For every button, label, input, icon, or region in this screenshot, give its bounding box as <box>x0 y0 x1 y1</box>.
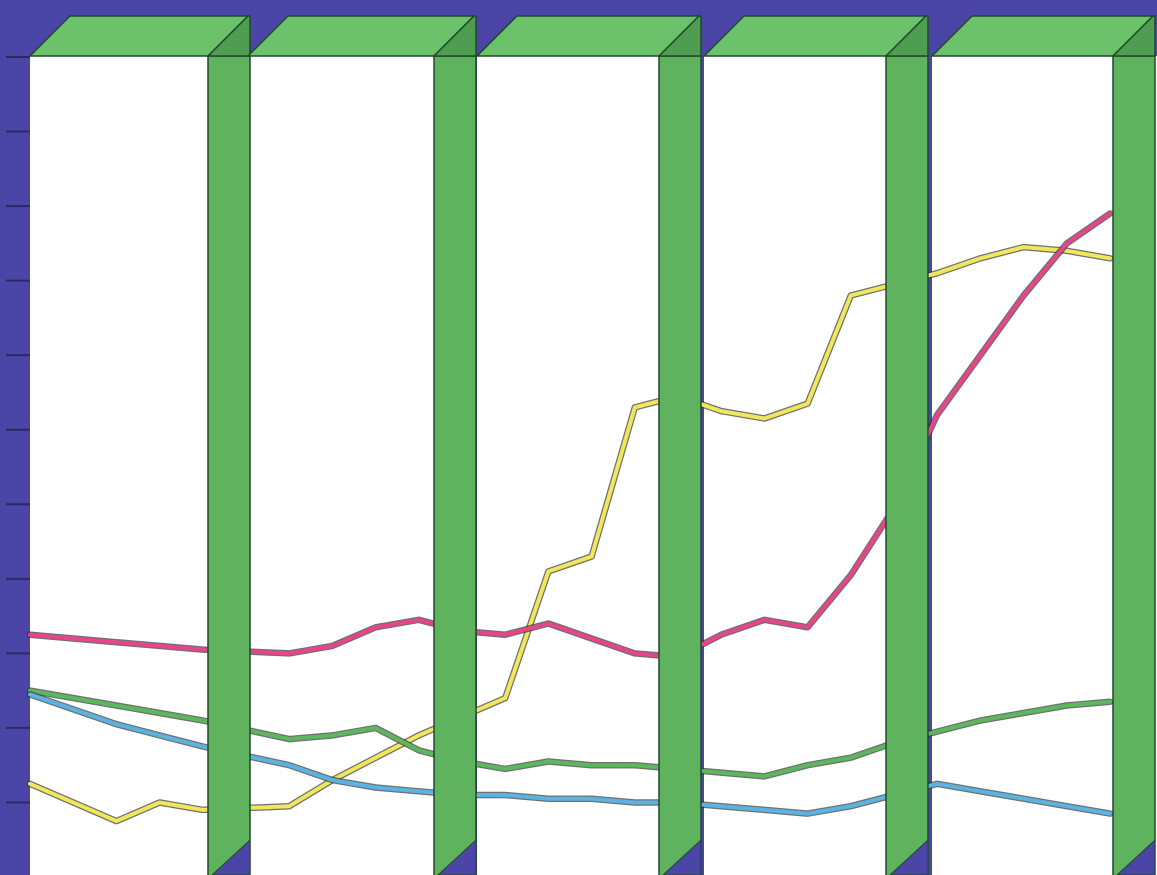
panels-layer <box>30 56 1157 875</box>
pillar-1-face <box>433 55 477 875</box>
series-3 <box>26 691 1114 817</box>
pillar-1-shadow <box>437 838 477 875</box>
series-0 <box>26 243 1114 825</box>
pillar-0 <box>28 15 251 875</box>
pillar-3-shadow <box>889 838 929 875</box>
panel-2 <box>477 56 661 875</box>
pillar-0-shadow <box>211 838 251 875</box>
pillar-0-face <box>207 55 251 875</box>
pillar-4-face <box>1112 55 1156 875</box>
pillar-4-side <box>1111 15 1156 57</box>
series-3-line <box>28 692 1112 816</box>
pillar-3 <box>702 15 929 875</box>
pillar-4-shadow <box>1116 838 1156 875</box>
panel-3 <box>704 56 888 875</box>
series-0-line <box>28 245 1112 824</box>
y-ticks-layer <box>6 56 30 804</box>
series-1 <box>26 210 1114 661</box>
series-2-line <box>28 688 1112 779</box>
panel-0 <box>30 56 210 875</box>
pillar-1 <box>246 15 477 875</box>
series-2 <box>26 687 1114 780</box>
pillar-2-shadow <box>662 838 702 875</box>
pillar-2-side <box>657 15 702 57</box>
pillar-2-face <box>658 55 702 875</box>
pillar-2 <box>475 15 702 875</box>
pillar-1-side <box>432 15 477 57</box>
series-1-line <box>28 211 1112 660</box>
series-layer <box>26 210 1114 825</box>
pillar-3-face <box>885 55 929 875</box>
panel-1 <box>248 56 436 875</box>
pillar-0-side <box>206 15 251 57</box>
pillar-3-side <box>884 15 929 57</box>
pillar-4 <box>930 15 1156 875</box>
pillars-layer <box>28 15 1156 875</box>
